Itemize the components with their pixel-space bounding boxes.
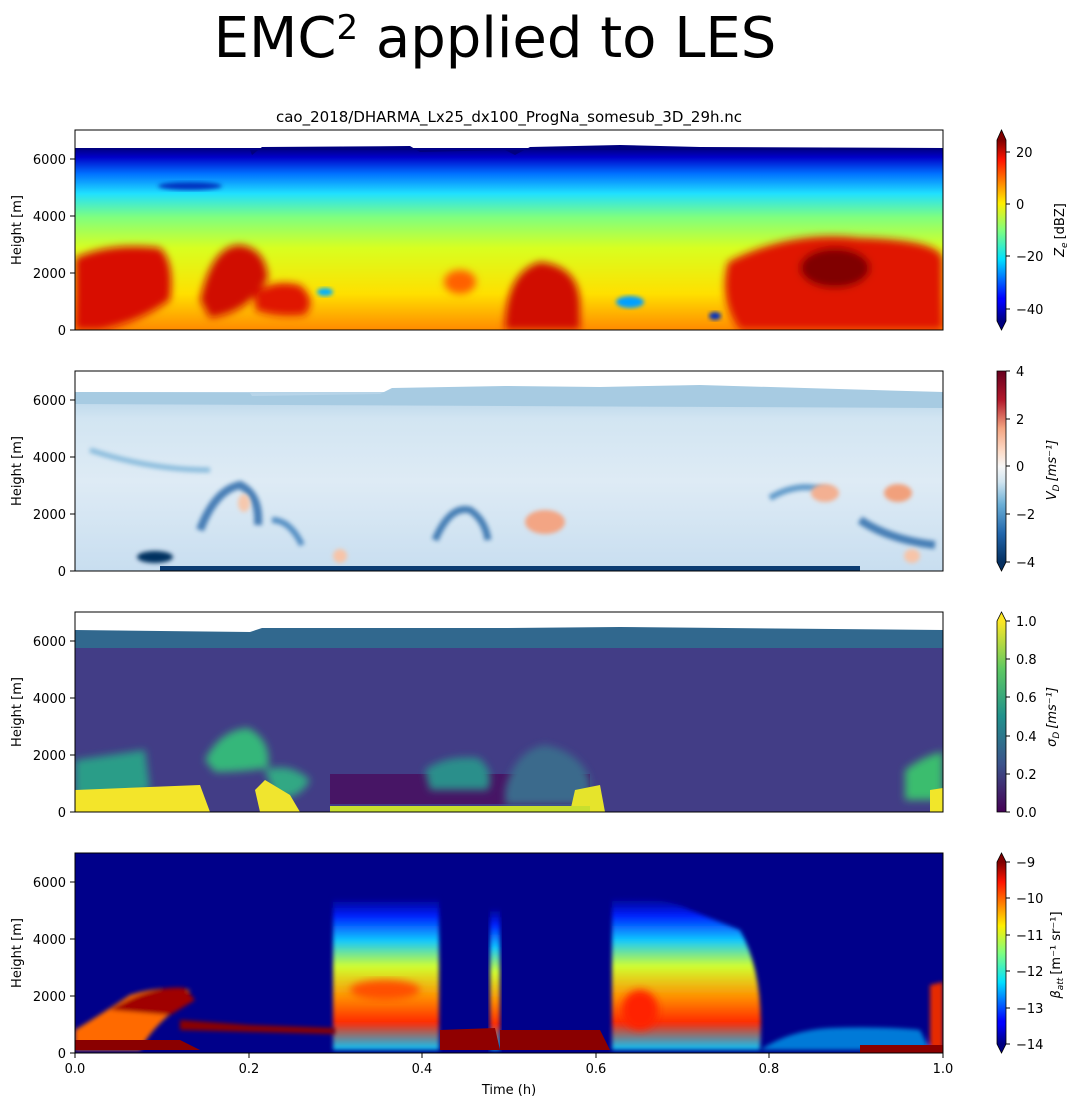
ze-colorbar-tick: −20 bbox=[1016, 250, 1043, 265]
vd-colorbar-tick: −4 bbox=[1016, 556, 1035, 571]
ze-colorbar-tick: 20 bbox=[1016, 146, 1033, 161]
beta-xtick-label: 0.0 bbox=[65, 1062, 86, 1077]
beta-colorbar-label: βatt[m⁻¹ sr⁻¹] bbox=[1049, 911, 1066, 999]
sigma-panel: 0 2000 4000 6000 Height [m] 1.0 0.8 0.6 … bbox=[10, 611, 1062, 821]
beta-panel: 0 2000 4000 6000 Height [m] 0.0 0.2 0.4 … bbox=[10, 852, 1066, 1098]
beta-colorbar-tick: −10 bbox=[1016, 892, 1043, 907]
sigma-colorbar-tick: 0.4 bbox=[1016, 730, 1037, 745]
sigma-ytick-label: 6000 bbox=[33, 635, 66, 650]
ze-plot-frame bbox=[74, 129, 944, 331]
ze-colorbar: 20 0 −20 −40 Ze[dBZ] bbox=[996, 129, 1070, 331]
ze-ylabel: Height [m] bbox=[10, 195, 25, 265]
ze-colorbar-label: Ze[dBZ] bbox=[1053, 203, 1070, 258]
beta-colorbar-max-arrow bbox=[997, 853, 1006, 862]
sigma-colorbar-bar bbox=[997, 621, 1006, 812]
beta-colorbar-tick: −11 bbox=[1016, 929, 1043, 944]
vd-colorbar-label: VD[ms⁻¹] bbox=[1045, 440, 1062, 501]
vd-colorbar-tick: 4 bbox=[1016, 365, 1024, 380]
vd-colorbar-tick: 0 bbox=[1016, 460, 1024, 475]
figure-title-base: EMC bbox=[213, 6, 337, 71]
ze-colorbar-min-arrow bbox=[997, 321, 1006, 330]
sigma-ytick-label: 0 bbox=[58, 806, 66, 821]
sigma-colorbar-tick: 0.0 bbox=[1016, 806, 1037, 821]
vd-colorbar: 4 2 0 −2 −4 VD[ms⁻¹] bbox=[996, 365, 1062, 572]
sigma-plot-frame bbox=[74, 611, 944, 813]
figure-title-rest: applied to LES bbox=[358, 6, 777, 71]
sigma-ytick-label: 4000 bbox=[33, 692, 66, 707]
beta-colorbar-tick: −9 bbox=[1016, 856, 1035, 871]
ze-ytick-label: 4000 bbox=[33, 210, 66, 225]
sigma-ylabel: Height [m] bbox=[10, 677, 25, 747]
ze-ytick-label: 6000 bbox=[33, 153, 66, 168]
beta-ytick-label: 6000 bbox=[33, 876, 66, 891]
beta-xtick-label: 0.2 bbox=[239, 1062, 260, 1077]
beta-xtick-label: 0.6 bbox=[586, 1062, 607, 1077]
x-axis-label: Time (h) bbox=[481, 1083, 536, 1098]
ze-colorbar-bar bbox=[997, 140, 1006, 321]
sigma-colorbar-max-arrow bbox=[997, 612, 1006, 621]
vd-ytick-label: 2000 bbox=[33, 508, 66, 523]
vd-colorbar-bar bbox=[997, 371, 1006, 562]
sigma-heatmap bbox=[75, 627, 943, 812]
ze-colorbar-max-arrow bbox=[997, 130, 1006, 140]
ze-colorbar-tick: 0 bbox=[1016, 198, 1024, 213]
vd-colorbar-min-arrow bbox=[997, 562, 1006, 571]
beta-heatmap bbox=[75, 853, 943, 1053]
ze-panel: 0 2000 4000 6000 Height [m] 20 0 −20 −40… bbox=[10, 129, 1070, 339]
beta-colorbar-tick: −13 bbox=[1016, 1002, 1043, 1017]
sigma-colorbar: 1.0 0.8 0.6 0.4 0.2 0.0 σD[ms⁻¹] bbox=[996, 611, 1062, 821]
vd-colorbar-tick: 2 bbox=[1016, 413, 1024, 428]
sigma-colorbar-label: σD[ms⁻¹] bbox=[1045, 687, 1062, 747]
beta-ytick-label: 4000 bbox=[33, 933, 66, 948]
sigma-colorbar-tick: 0.8 bbox=[1016, 653, 1037, 668]
figure-subtitle: cao_2018/DHARMA_Lx25_dx100_ProgNa_somesu… bbox=[275, 108, 743, 126]
beta-colorbar-min-arrow bbox=[997, 1044, 1006, 1053]
beta-colorbar-tick: −14 bbox=[1016, 1038, 1043, 1053]
ze-colorbar-tick: −40 bbox=[1016, 303, 1043, 318]
beta-colorbar-tick: −12 bbox=[1016, 965, 1043, 980]
ze-ytick-label: 2000 bbox=[33, 267, 66, 282]
ze-y-ticks: 0 2000 4000 6000 bbox=[33, 153, 75, 339]
beta-xtick-label: 0.8 bbox=[759, 1062, 780, 1077]
beta-ylabel: Height [m] bbox=[10, 918, 25, 988]
vd-ytick-label: 6000 bbox=[33, 394, 66, 409]
vd-ytick-label: 0 bbox=[58, 565, 66, 580]
beta-ytick-label: 2000 bbox=[33, 990, 66, 1005]
vd-colorbar-tick: −2 bbox=[1016, 508, 1035, 523]
sigma-colorbar-tick: 1.0 bbox=[1016, 615, 1037, 630]
sigma-colorbar-tick: 0.6 bbox=[1016, 691, 1037, 706]
figure-title: EMC2 applied to LES bbox=[0, 6, 990, 71]
figure-title-superscript: 2 bbox=[336, 8, 359, 48]
beta-x-ticks: 0.0 0.2 0.4 0.6 0.8 1.0 bbox=[65, 1053, 954, 1077]
vd-ylabel: Height [m] bbox=[10, 436, 25, 506]
vd-ytick-label: 4000 bbox=[33, 451, 66, 466]
beta-colorbar: −9 −10 −11 −12 −13 −14 βatt[m⁻¹ sr⁻¹] bbox=[996, 852, 1066, 1054]
beta-xtick-label: 1.0 bbox=[933, 1062, 954, 1077]
beta-ytick-label: 0 bbox=[58, 1047, 66, 1062]
sigma-colorbar-tick: 0.2 bbox=[1016, 768, 1037, 783]
beta-xtick-label: 0.4 bbox=[412, 1062, 433, 1077]
vd-panel: 0 2000 4000 6000 Height [m] 4 2 0 −2 −4 … bbox=[10, 365, 1062, 580]
vd-heatmap bbox=[75, 385, 943, 571]
beta-colorbar-bar bbox=[997, 862, 1006, 1044]
vd-plot-frame bbox=[74, 370, 944, 572]
beta-plot-frame bbox=[74, 852, 944, 1054]
sigma-ytick-label: 2000 bbox=[33, 749, 66, 764]
ze-ytick-label: 0 bbox=[58, 324, 66, 339]
ze-heatmap bbox=[75, 145, 943, 330]
